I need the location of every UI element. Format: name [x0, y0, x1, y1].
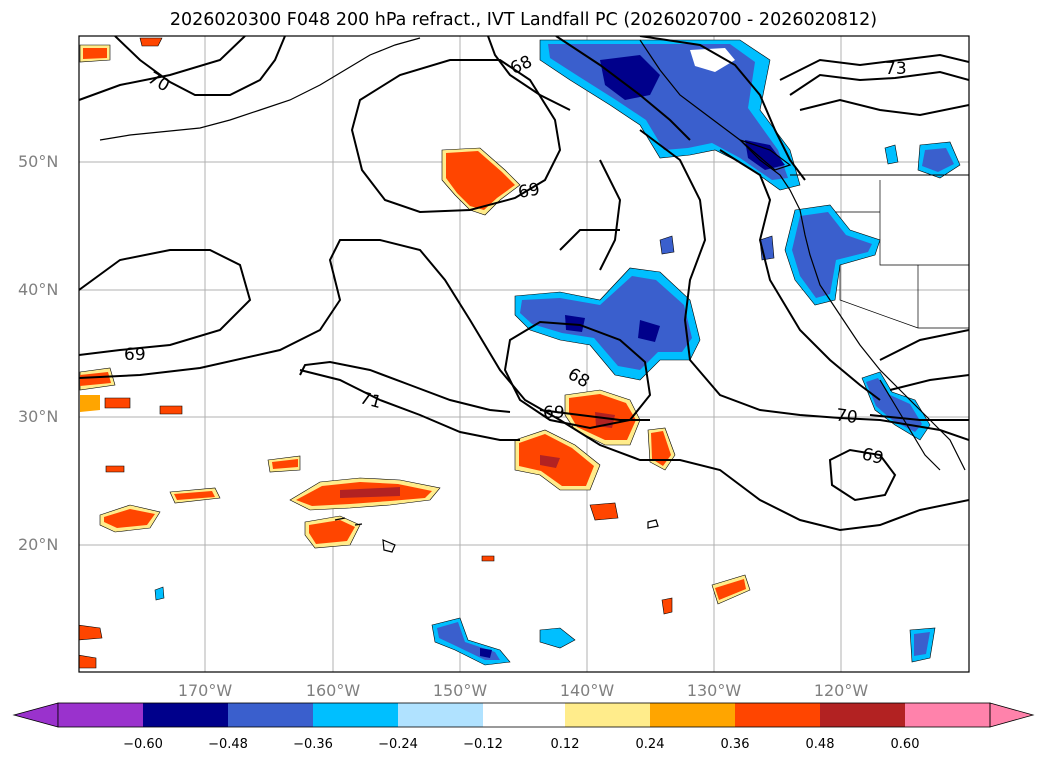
negative-anomaly-regions — [154, 39, 961, 666]
colorbar-tick-label: 0.12 — [550, 737, 580, 752]
contour-73-inner — [789, 70, 969, 96]
contour-71-upper — [299, 360, 511, 413]
contour-69-ridge — [639, 36, 806, 181]
contour-73 — [779, 53, 969, 81]
contour-72 — [799, 98, 969, 117]
colorbar-cell-8 — [650, 703, 735, 727]
colorbar-cell-4 — [313, 703, 398, 727]
contour-label-9: 70 — [835, 405, 859, 428]
colorbar-tick-label: −0.36 — [293, 737, 333, 752]
coastlines — [99, 37, 969, 553]
contour-68-north — [487, 36, 571, 111]
colorbar-cell-10 — [820, 703, 905, 727]
contour-71 — [299, 369, 520, 441]
colorbar-cell-6 — [483, 703, 565, 727]
coast-us-west — [789, 189, 966, 471]
colorbar-cell-over — [989, 702, 1035, 728]
colorbar-tick-label: 0.36 — [720, 737, 750, 752]
colorbar-tick-label: −0.24 — [378, 737, 418, 752]
height-contours — [79, 36, 969, 532]
lon-label-130w: 130°W — [686, 681, 742, 700]
contour-68-low — [503, 320, 652, 430]
contour-72-east — [879, 329, 969, 361]
colorbar-tick-label: 0.24 — [635, 737, 665, 752]
contour-70-east-2 — [869, 414, 969, 421]
contour-69-low — [539, 409, 650, 421]
contour-69-inner-ridge — [599, 159, 622, 271]
colorbar-tick-label: −0.48 — [208, 737, 248, 752]
map-frame — [78, 35, 970, 673]
contour-68-ridge — [555, 36, 691, 141]
lon-label-140w: 140°W — [559, 681, 615, 700]
contour-70-northwest — [79, 36, 246, 101]
lon-label-160w: 160°W — [305, 681, 361, 700]
lat-label-40n: 40°N — [18, 280, 59, 299]
colorbar-cell-7 — [565, 703, 650, 727]
border-state-lines — [835, 180, 969, 329]
colorbar-cell-11 — [905, 703, 990, 727]
colorbar-tick-label: −0.12 — [463, 737, 503, 752]
colorbar — [12, 702, 1035, 728]
coast-alaska-aleutians — [99, 37, 421, 141]
blob-tropical-140w — [539, 627, 576, 649]
vancouver-island — [739, 139, 792, 171]
colorbar-tick-label: 0.48 — [805, 737, 835, 752]
lon-label-150w: 150°W — [432, 681, 488, 700]
colorbar-cell-under — [12, 702, 59, 728]
hawaii-islands — [334, 517, 396, 553]
colorbar-cell-3 — [228, 703, 313, 727]
contour-label-7: 69 — [543, 403, 565, 423]
colorbar-cell-5 — [398, 703, 483, 727]
contour-69-west-lower — [79, 239, 969, 532]
lat-label-50n: 50°N — [18, 152, 59, 171]
contour-label-5: 69 — [124, 345, 146, 365]
contour-69-west — [79, 249, 252, 356]
contour-label-4: 69 — [517, 179, 542, 202]
contour-68-inner-ridge — [559, 229, 620, 251]
contour-69-small — [828, 448, 897, 502]
contour-70-aleutian — [114, 36, 286, 96]
contour-70-east — [719, 149, 881, 401]
coast-baja — [879, 379, 941, 471]
colorbar-tick-label: 0.60 — [890, 737, 920, 752]
positive-anomaly-regions — [79, 37, 751, 669]
colorbar-outline — [57, 702, 991, 728]
colorbar-tick-label: −0.60 — [123, 737, 163, 752]
colorbar-cell-1 — [58, 703, 143, 727]
lon-label-170w: 170°W — [177, 681, 233, 700]
colorbar-cell-2 — [143, 703, 228, 727]
contour-label-3: 73 — [885, 59, 907, 79]
map-title: 2026020300 F048 200 hPa refract., IVT La… — [169, 10, 878, 30]
colorbar-cell-9 — [735, 703, 820, 727]
lat-label-30n: 30°N — [18, 407, 59, 426]
map-background — [79, 36, 969, 672]
contour-71-east — [889, 374, 969, 391]
contour-70-south — [639, 129, 969, 441]
lat-label-20n: 20°N — [18, 535, 59, 554]
coast-canada — [639, 39, 791, 191]
contour-69-north-pacific — [350, 59, 562, 214]
lon-label-120w: 120°W — [813, 681, 869, 700]
